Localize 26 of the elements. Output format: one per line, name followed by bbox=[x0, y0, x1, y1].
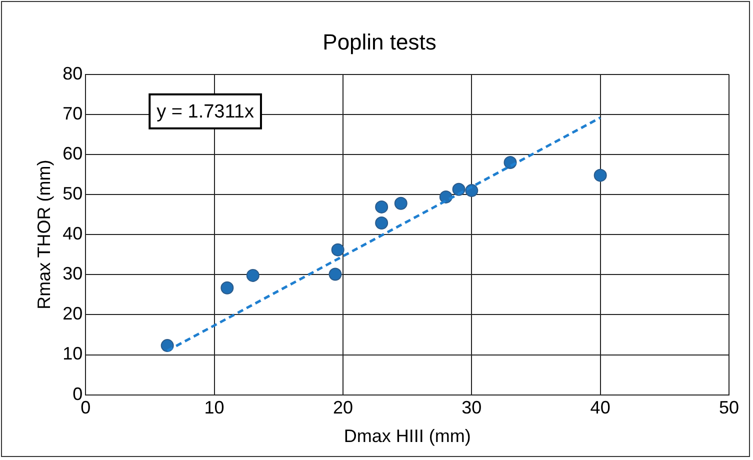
y-tick-label: 60 bbox=[62, 143, 83, 164]
point bbox=[375, 200, 388, 214]
x-tick-label: 20 bbox=[332, 398, 353, 418]
y-tick-label: 80 bbox=[62, 63, 83, 84]
point bbox=[246, 268, 260, 282]
x-tick-label: 10 bbox=[204, 398, 224, 418]
x-tick-label: 30 bbox=[462, 398, 482, 418]
x-axis-title: Dmax HIII (mm) bbox=[344, 426, 471, 446]
point bbox=[331, 243, 344, 256]
y-tick-label: 30 bbox=[62, 264, 83, 284]
x-tick-label: 50 bbox=[718, 398, 740, 418]
y-tick-label: 0 bbox=[72, 384, 83, 404]
annotation: y = 1.7311x bbox=[156, 102, 254, 123]
point bbox=[375, 216, 388, 230]
x-tick-label: 40 bbox=[590, 398, 610, 418]
y-tick-label: 70 bbox=[62, 103, 83, 124]
point bbox=[220, 281, 234, 294]
y-tick-label: 50 bbox=[62, 184, 83, 204]
chart-title: Poplin tests bbox=[322, 29, 436, 54]
point bbox=[328, 268, 342, 281]
y-tick-label: 10 bbox=[62, 344, 83, 364]
point bbox=[594, 168, 607, 182]
y-axis-title: Rmax THOR (mm) bbox=[34, 160, 54, 310]
point bbox=[394, 196, 408, 210]
y-tick-label: 20 bbox=[62, 304, 83, 324]
y-tick-label: 40 bbox=[62, 224, 83, 244]
